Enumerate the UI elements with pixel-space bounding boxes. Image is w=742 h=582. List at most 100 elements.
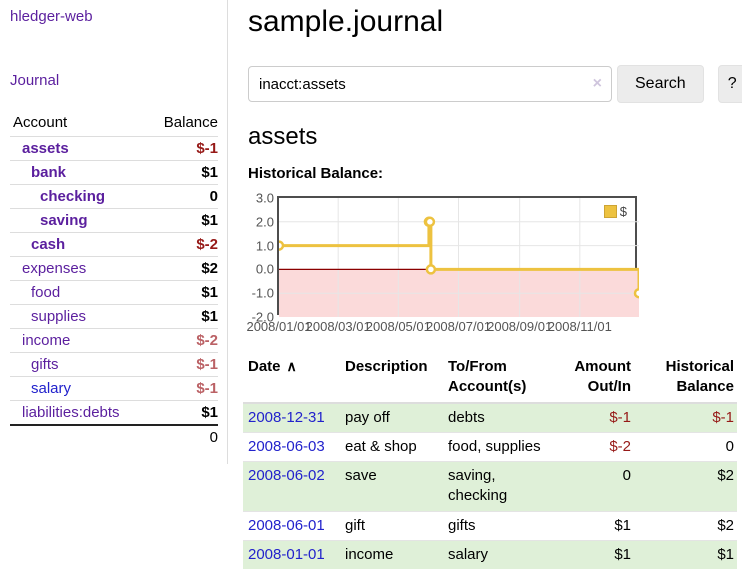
register-balance-cell: 0 bbox=[634, 431, 737, 462]
accounts-table: Account Balance assets $-1 bank $1 checking 0… bbox=[10, 111, 218, 450]
account-balance: $1 bbox=[146, 208, 218, 233]
sidebar-account-link[interactable]: gifts bbox=[31, 356, 59, 373]
page-title: sample.journal bbox=[248, 5, 444, 38]
main-content: sample.journal × Search ? assets Histori… bbox=[228, 0, 742, 569]
account-name-cell: assets bbox=[10, 136, 147, 161]
sidebar-account-link[interactable]: cash bbox=[31, 236, 66, 253]
transaction-date-link[interactable]: 2008-01-01 bbox=[248, 545, 325, 563]
account-row: cash $-2 bbox=[10, 232, 218, 257]
register-amount-cell: $-2 bbox=[558, 431, 634, 462]
register-header-row: Date ∧ Description To/From Account(s) Amo… bbox=[243, 353, 737, 404]
clear-search-icon[interactable]: × bbox=[592, 75, 602, 92]
transaction-date-link[interactable]: 2008-06-03 bbox=[248, 437, 325, 455]
account-row: supplies $1 bbox=[10, 304, 218, 329]
sidebar-item-journal[interactable]: Journal bbox=[10, 72, 60, 89]
sidebar-account-link[interactable]: assets bbox=[22, 140, 69, 157]
account-name-cell: bank bbox=[10, 160, 147, 185]
search-form: × Search ? bbox=[248, 65, 742, 103]
register-balance-cell: $1 bbox=[634, 539, 737, 569]
register-date-cell: 2008-06-03 bbox=[243, 431, 340, 462]
accounts-header-account: Account bbox=[13, 114, 68, 131]
register-balance-cell: $2 bbox=[634, 510, 737, 541]
register-accounts-cell: gifts bbox=[443, 510, 558, 541]
app-root: hledger-web Journal Account Balance asse… bbox=[10, 0, 742, 569]
transaction-date-link[interactable]: 2008-12-31 bbox=[248, 408, 325, 426]
x-axis-tick-label: 2008/01/01 bbox=[246, 319, 312, 334]
account-name-cell: food bbox=[10, 280, 147, 305]
account-name-cell: checking bbox=[10, 184, 147, 209]
register-row: 2008-06-02 save saving, checking 0 $2 bbox=[243, 461, 737, 511]
sidebar-account-link[interactable]: income bbox=[22, 332, 71, 349]
register-amount-cell: $-1 bbox=[558, 402, 634, 433]
historical-balance-chart[interactable]: $3.0 2.0 1.0 0.0 -1.0 -2.0 2008/01/01 2008/03/0… bbox=[246, 190, 737, 336]
legend-label: $ bbox=[619, 204, 627, 219]
account-balance: $-2 bbox=[146, 328, 218, 353]
help-button[interactable]: ? bbox=[717, 65, 742, 103]
x-axis-tick-label: 2008/07/01 bbox=[425, 319, 492, 334]
register-description-cell: save bbox=[340, 461, 443, 511]
account-heading: assets bbox=[248, 123, 318, 150]
account-balance: $2 bbox=[146, 256, 218, 281]
account-row: food $1 bbox=[10, 280, 218, 305]
account-balance: 0 bbox=[146, 184, 218, 209]
account-balance: $-1 bbox=[146, 376, 218, 401]
sidebar-account-link[interactable]: expenses bbox=[22, 260, 87, 277]
register-accounts-cell: salary bbox=[443, 539, 558, 569]
account-balance: $-1 bbox=[146, 136, 218, 161]
sidebar-account-link[interactable]: liabilities:debts bbox=[22, 404, 120, 421]
y-axis-tick-label: -1.0 bbox=[251, 285, 274, 301]
accounts-total-balance: 0 bbox=[146, 424, 218, 450]
account-name-cell: liabilities:debts bbox=[10, 400, 147, 425]
search-button[interactable]: Search bbox=[617, 65, 704, 103]
account-row: assets $-1 bbox=[10, 136, 218, 161]
y-axis-tick-label: -2.0 bbox=[251, 309, 274, 325]
chart-plot-area[interactable]: $ bbox=[273, 196, 645, 317]
register-accounts-cell: debts bbox=[443, 402, 558, 433]
register-date-cell: 2008-06-01 bbox=[243, 510, 340, 541]
register-amount-cell: 0 bbox=[558, 461, 634, 511]
chart-heading: Historical Balance: bbox=[248, 165, 384, 182]
account-name-cell: income bbox=[10, 328, 147, 353]
register-accounts-cell: saving, checking bbox=[443, 461, 558, 511]
register-date-cell: 2008-12-31 bbox=[243, 402, 340, 433]
account-name-cell: cash bbox=[10, 232, 147, 257]
sidebar-account-link[interactable]: salary bbox=[31, 380, 72, 397]
search-input[interactable] bbox=[248, 66, 612, 102]
register-balance-cell: $2 bbox=[634, 461, 737, 511]
search-box: × bbox=[248, 66, 612, 102]
account-row: checking 0 bbox=[10, 184, 218, 209]
account-name-cell: supplies bbox=[10, 304, 147, 329]
account-name-cell: expenses bbox=[10, 256, 147, 281]
x-axis-tick-label: 2008/11/01 bbox=[547, 319, 612, 334]
sidebar-account-link[interactable]: supplies bbox=[31, 308, 87, 325]
account-row: expenses $2 bbox=[10, 256, 218, 281]
transaction-date-link[interactable]: 2008-06-02 bbox=[248, 467, 325, 484]
sidebar-account-link[interactable]: bank bbox=[31, 164, 67, 181]
sidebar-account-link[interactable]: saving bbox=[40, 212, 88, 229]
accounts-total-row: 0 bbox=[10, 424, 218, 450]
register-header-date[interactable]: Date ∧ bbox=[243, 353, 340, 404]
account-row: saving $1 bbox=[10, 208, 218, 233]
sort-ascending-icon: ∧ bbox=[286, 358, 297, 374]
register-header-accounts: To/From Account(s) bbox=[443, 353, 558, 404]
account-balance: $1 bbox=[146, 304, 218, 329]
sidebar-account-link[interactable]: checking bbox=[40, 188, 106, 205]
register-row: 2008-01-01 income salary $1 $1 bbox=[243, 539, 737, 569]
register-description-cell: gift bbox=[340, 510, 443, 541]
register-date-cell: 2008-06-02 bbox=[243, 461, 340, 511]
register-table: Date ∧ Description To/From Account(s) Amo… bbox=[243, 353, 737, 569]
chart-legend: $ bbox=[601, 203, 629, 220]
account-row: income $-2 bbox=[10, 328, 218, 353]
transaction-date-link[interactable]: 2008-06-01 bbox=[248, 516, 325, 534]
y-axis-tick-label: 3.0 bbox=[255, 190, 274, 206]
x-axis-tick-label: 2008/05/01 bbox=[365, 319, 431, 334]
register-row: 2008-12-31 pay off debts $-1 $-1 bbox=[243, 402, 737, 433]
register-amount-cell: $1 bbox=[558, 539, 634, 569]
account-balance: $-1 bbox=[146, 352, 218, 377]
register-row: 2008-06-01 gift gifts $1 $2 bbox=[243, 510, 737, 541]
register-description-cell: pay off bbox=[340, 402, 443, 433]
sidebar-account-link[interactable]: food bbox=[31, 284, 61, 301]
register-row: 2008-06-03 eat & shop food, supplies $-2 0 bbox=[243, 431, 737, 462]
app-brand-link[interactable]: hledger-web bbox=[10, 8, 93, 25]
account-balance: $1 bbox=[146, 160, 218, 185]
